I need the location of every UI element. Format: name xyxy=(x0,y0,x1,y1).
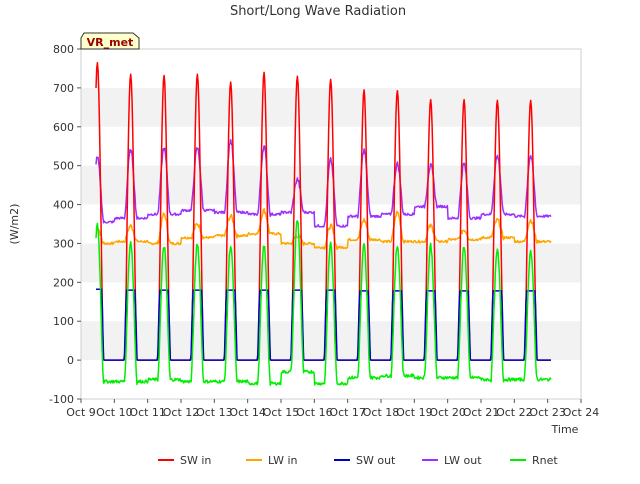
x-tick-label: Oct 24 xyxy=(563,406,600,419)
x-tick-label: Oct 23 xyxy=(529,406,566,419)
series-line-lw-out xyxy=(95,138,552,228)
y-axis: -100 0 100 200 300 400 500 600 700 800 xyxy=(49,43,81,406)
x-tick-label: Oct 22 xyxy=(496,406,533,419)
grid-band xyxy=(81,321,581,361)
legend-label-rnet: Rnet xyxy=(532,454,558,467)
y-tick-label: 800 xyxy=(53,43,74,56)
series-line-sw-out xyxy=(95,288,551,361)
grid-band xyxy=(81,165,581,205)
x-tick-label: Oct 17 xyxy=(329,406,366,419)
y-tick-label: 0 xyxy=(67,354,74,367)
x-tick-label: Oct 15 xyxy=(263,406,300,419)
x-tick-label: Oct 10 xyxy=(96,406,133,419)
series-line-rnet xyxy=(95,220,552,387)
y-axis-label: (W/m2) xyxy=(8,204,21,245)
legend-label-sw-in: SW in xyxy=(180,454,211,467)
legend-label-lw-in: LW in xyxy=(268,454,298,467)
x-tick-label: Oct 18 xyxy=(363,406,400,419)
annotation-text: VR_met xyxy=(87,36,134,49)
legend: SW in LW in SW out LW out Rnet xyxy=(158,454,558,467)
y-tick-label: 600 xyxy=(53,121,74,134)
y-tick-label: 200 xyxy=(53,276,74,289)
series-line-lw-in xyxy=(95,208,552,251)
chart-title: Short/Long Wave Radiation xyxy=(230,4,406,19)
annotation-box: VR_met xyxy=(80,32,140,50)
y-tick-label: 500 xyxy=(53,160,74,173)
legend-label-lw-out: LW out xyxy=(444,454,482,467)
x-tick-label: Oct 14 xyxy=(229,406,266,419)
x-tick-label: Oct 19 xyxy=(396,406,433,419)
x-tick-label: Oct 21 xyxy=(463,406,500,419)
y-tick-label: 400 xyxy=(53,199,74,212)
annotation-background xyxy=(80,32,140,50)
y-tick-label: 100 xyxy=(53,315,74,328)
grid-bands xyxy=(81,87,581,361)
x-tick-label: Oct 13 xyxy=(196,406,233,419)
y-tick-label: -100 xyxy=(49,393,74,406)
series-layer xyxy=(95,61,552,387)
plot-frame xyxy=(80,48,582,400)
y-tick-label: 700 xyxy=(53,82,74,95)
x-tick-label: Oct 11 xyxy=(129,406,166,419)
x-tick-label: Oct 9 xyxy=(66,406,96,419)
legend-label-sw-out: SW out xyxy=(356,454,396,467)
y-tick-label: 300 xyxy=(53,237,74,250)
x-axis-label: Time xyxy=(551,423,579,436)
x-tick-label: Oct 12 xyxy=(163,406,200,419)
x-tick-label: Oct 20 xyxy=(429,406,466,419)
x-tick-label: Oct 16 xyxy=(296,406,333,419)
